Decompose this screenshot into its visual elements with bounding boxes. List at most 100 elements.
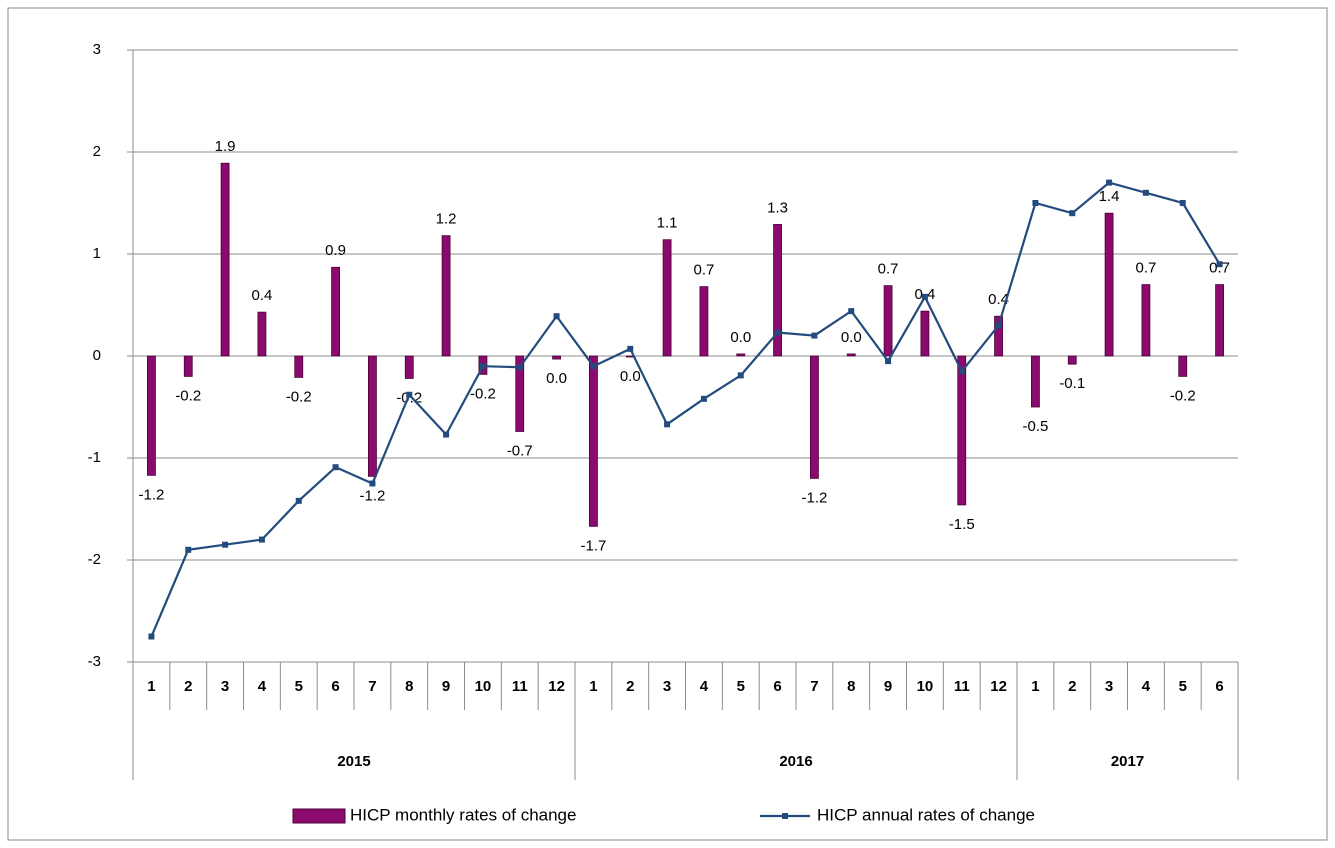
x-tick-label: 5 — [1179, 678, 1187, 695]
data-label: -1.2 — [801, 489, 827, 506]
line-marker — [737, 372, 744, 379]
data-label: -0.2 — [175, 387, 201, 404]
line-marker — [516, 364, 523, 371]
group-label: 2015 — [337, 753, 370, 770]
data-label: -0.2 — [1170, 387, 1196, 404]
bar — [294, 355, 304, 378]
bar — [846, 353, 856, 357]
data-label: 0.0 — [546, 370, 567, 387]
data-label: 0.7 — [878, 261, 899, 278]
line-marker — [406, 391, 413, 398]
line-marker — [1142, 189, 1149, 196]
bar — [147, 355, 156, 476]
legend-swatch — [292, 808, 346, 824]
data-label: 1.3 — [767, 199, 788, 216]
line-marker — [848, 308, 855, 315]
y-tick-label: -2 — [88, 551, 101, 568]
line-marker — [700, 395, 707, 402]
legend-marker — [782, 813, 788, 819]
y-tick-label: 2 — [93, 143, 101, 160]
data-label: -0.2 — [470, 385, 496, 402]
line-marker — [369, 480, 376, 487]
data-label: 1.2 — [436, 211, 457, 228]
line-marker — [995, 322, 1002, 329]
line-marker — [1216, 261, 1223, 268]
line-marker — [185, 546, 192, 553]
x-tick-label: 6 — [1215, 678, 1223, 695]
line-marker — [921, 293, 928, 300]
bar — [404, 355, 414, 379]
x-tick-label: 2 — [184, 678, 192, 695]
x-tick-label: 12 — [548, 678, 565, 695]
x-tick-label: 10 — [475, 678, 492, 695]
line-marker — [295, 497, 302, 504]
line-marker — [774, 329, 781, 336]
line-marker — [553, 313, 560, 320]
data-label: -0.2 — [286, 388, 312, 405]
y-tick-label: 3 — [93, 41, 101, 58]
data-label: -0.5 — [1022, 418, 1048, 435]
bar — [441, 235, 451, 357]
x-tick-label: 6 — [773, 678, 781, 695]
bar — [1178, 355, 1188, 377]
line-marker — [590, 363, 597, 370]
data-label: -0.7 — [507, 442, 533, 459]
x-tick-label: 8 — [405, 678, 413, 695]
x-tick-label: 2 — [1068, 678, 1076, 695]
bar — [773, 224, 782, 357]
bar — [994, 315, 1003, 357]
x-tick-label: 11 — [954, 678, 970, 695]
y-tick-label: 0 — [93, 347, 101, 364]
data-label: -1.5 — [949, 516, 975, 533]
data-label: 0.7 — [1209, 260, 1230, 277]
data-label: 1.9 — [215, 138, 236, 155]
bar — [1104, 212, 1114, 357]
bar — [331, 266, 340, 357]
bar — [699, 286, 709, 357]
data-label: 0.4 — [251, 287, 272, 304]
line-marker — [958, 368, 965, 375]
group-label: 2017 — [1111, 753, 1144, 770]
bar — [257, 311, 267, 357]
x-tick-label: 9 — [442, 678, 450, 695]
line-marker — [885, 358, 892, 365]
x-tick-label: 1 — [147, 678, 155, 695]
y-tick-label: -1 — [88, 449, 101, 466]
data-label: -1.2 — [138, 486, 164, 503]
group-label: 2016 — [779, 753, 812, 770]
line-marker — [443, 431, 450, 438]
x-tick-label: 5 — [295, 678, 303, 695]
line-marker — [664, 421, 671, 428]
bar — [183, 355, 193, 377]
bar — [1031, 355, 1040, 408]
x-tick-label: 6 — [331, 678, 339, 695]
line — [150, 181, 1221, 637]
line-marker — [1069, 210, 1076, 217]
data-label: 0.0 — [620, 368, 641, 385]
x-tick-label: 2 — [626, 678, 634, 695]
bar — [920, 310, 930, 357]
line-marker — [222, 541, 229, 548]
x-tick-label: 9 — [884, 678, 892, 695]
bar — [1141, 284, 1151, 357]
data-label: 0.9 — [325, 242, 346, 259]
x-tick-label: 8 — [847, 678, 855, 695]
y-tick-label: 1 — [93, 245, 101, 262]
bar — [589, 355, 598, 527]
line-marker — [811, 332, 818, 339]
x-tick-label: 3 — [221, 678, 229, 695]
x-tick-label: 3 — [1105, 678, 1113, 695]
data-label: 0.4 — [988, 291, 1009, 308]
x-tick-label: 4 — [700, 678, 709, 695]
bar — [552, 355, 561, 360]
line-marker — [258, 536, 265, 543]
line-marker — [148, 633, 155, 640]
bar — [957, 355, 967, 506]
data-label: -0.1 — [1059, 375, 1085, 392]
bar — [220, 162, 230, 357]
x-tick-label: 10 — [917, 678, 934, 695]
x-tick-label: 4 — [258, 678, 267, 695]
x-tick-label: 1 — [589, 678, 597, 695]
data-label: 1.1 — [657, 215, 678, 232]
bar — [810, 355, 819, 479]
